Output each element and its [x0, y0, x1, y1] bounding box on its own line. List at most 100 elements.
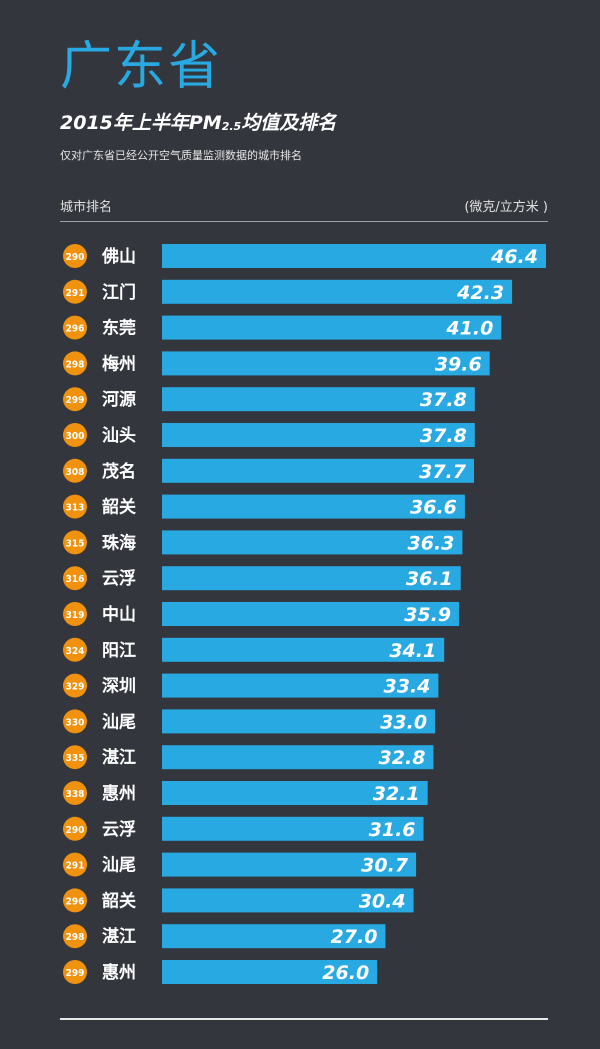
bar: [162, 458, 474, 483]
rank-badge: [63, 816, 87, 841]
value-label: 33.0: [380, 711, 427, 733]
rank-label: 324: [66, 646, 85, 657]
bar: [162, 816, 424, 841]
value-label: 27.0: [331, 926, 378, 948]
rank-badge: [63, 566, 87, 591]
bar: [162, 423, 475, 447]
title-subscript: 2.5: [221, 120, 242, 133]
rank-label: 291: [66, 861, 85, 872]
rank-label: 299: [66, 968, 85, 979]
value-label: 36.6: [410, 497, 457, 519]
city-label: 深圳: [102, 676, 136, 697]
rank-label: 330: [66, 717, 85, 728]
chart-subtitle: 仅对广东省已经公开空气质量监测数据的城市排名: [60, 149, 302, 162]
rank-badge: [63, 888, 87, 913]
city-label: 惠州: [102, 962, 136, 983]
bar: [162, 709, 436, 734]
value-label: 37.8: [420, 389, 467, 411]
rank-badge: [63, 279, 87, 304]
bar: [162, 530, 463, 555]
rank-badge: [63, 458, 87, 483]
column-header-city-rank: 城市排名: [60, 200, 113, 215]
rank-label: 335: [66, 753, 85, 764]
rank-label: 290: [66, 825, 85, 836]
rank-label: 296: [66, 324, 85, 335]
rank-label: 299: [66, 395, 85, 406]
bar: [162, 315, 502, 340]
rank-badge: [63, 244, 87, 268]
value-label: 34.1: [389, 640, 436, 662]
rank-badge: [63, 387, 87, 412]
bar: [162, 888, 414, 913]
column-header-unit: (微克/立方米 ): [464, 200, 548, 215]
rank-badge: [63, 637, 87, 662]
rank-badge: [63, 852, 87, 877]
bar: [162, 960, 378, 984]
rank-badge: [63, 781, 87, 805]
rank-label: 338: [66, 789, 85, 800]
footer-divider: [60, 1018, 548, 1020]
value-label: 46.4: [490, 246, 538, 268]
rank-label: 319: [66, 610, 85, 621]
chart-title: 2015年上半年PM2.5均值及排名: [60, 108, 336, 135]
rank-label: 313: [66, 503, 85, 514]
rank-badge: [63, 673, 87, 698]
city-label: 珠海: [102, 532, 136, 553]
bar: [162, 924, 386, 949]
bar: [162, 566, 461, 591]
bar: [162, 852, 417, 877]
city-label: 中山: [102, 604, 136, 625]
rank-badge: [63, 924, 87, 949]
rank-label: 291: [66, 288, 85, 299]
value-label: 36.3: [408, 532, 455, 554]
bar: [162, 637, 445, 662]
city-label: 江门: [102, 282, 136, 303]
city-label: 汕尾: [102, 856, 136, 876]
bar: [162, 494, 465, 519]
rank-badge: [63, 745, 87, 770]
value-label: 41.0: [445, 318, 493, 340]
rank-badge: [63, 423, 87, 447]
city-label: 湛江: [102, 926, 136, 947]
rank-label: 298: [66, 932, 85, 943]
city-label: 云浮: [102, 568, 136, 589]
city-label: 韶关: [102, 890, 136, 911]
rank-label: 290: [66, 252, 85, 263]
header-divider: [60, 221, 548, 222]
city-label: 阳江: [102, 641, 136, 661]
rank-badge: [63, 960, 87, 984]
rank-label: 315: [66, 538, 85, 549]
rank-badge: [63, 494, 87, 519]
value-label: 37.7: [419, 461, 467, 483]
city-label: 东莞: [102, 318, 136, 339]
value-label: 32.8: [379, 747, 426, 769]
city-label: 汕尾: [102, 712, 136, 732]
city-label: 河源: [102, 389, 136, 410]
bar: [162, 673, 439, 698]
rank-label: 329: [66, 682, 85, 693]
value-label: 32.1: [373, 783, 420, 805]
city-label: 湛江: [102, 747, 136, 768]
bar: [162, 387, 475, 412]
title-suffix: 均值及排名: [241, 112, 337, 134]
city-label: 茂名: [102, 461, 136, 482]
bar: [162, 781, 428, 805]
rank-badge: [63, 315, 87, 340]
city-label: 云浮: [102, 819, 136, 840]
value-label: 37.8: [420, 425, 467, 447]
value-label: 30.7: [361, 855, 409, 877]
rank-label: 296: [66, 896, 85, 907]
bar: [162, 602, 460, 626]
rank-badge: [63, 530, 87, 555]
city-label: 韶关: [102, 497, 136, 518]
rank-badge: [63, 351, 87, 376]
rank-badge: [63, 709, 87, 734]
value-label: 26.0: [322, 962, 369, 984]
rank-label: 298: [66, 359, 85, 370]
value-label: 33.4: [384, 676, 431, 698]
value-label: 42.3: [456, 282, 504, 304]
bar: [162, 351, 490, 376]
title-prefix: 2015年上半年PM: [60, 112, 222, 134]
city-label: 惠州: [102, 783, 136, 804]
